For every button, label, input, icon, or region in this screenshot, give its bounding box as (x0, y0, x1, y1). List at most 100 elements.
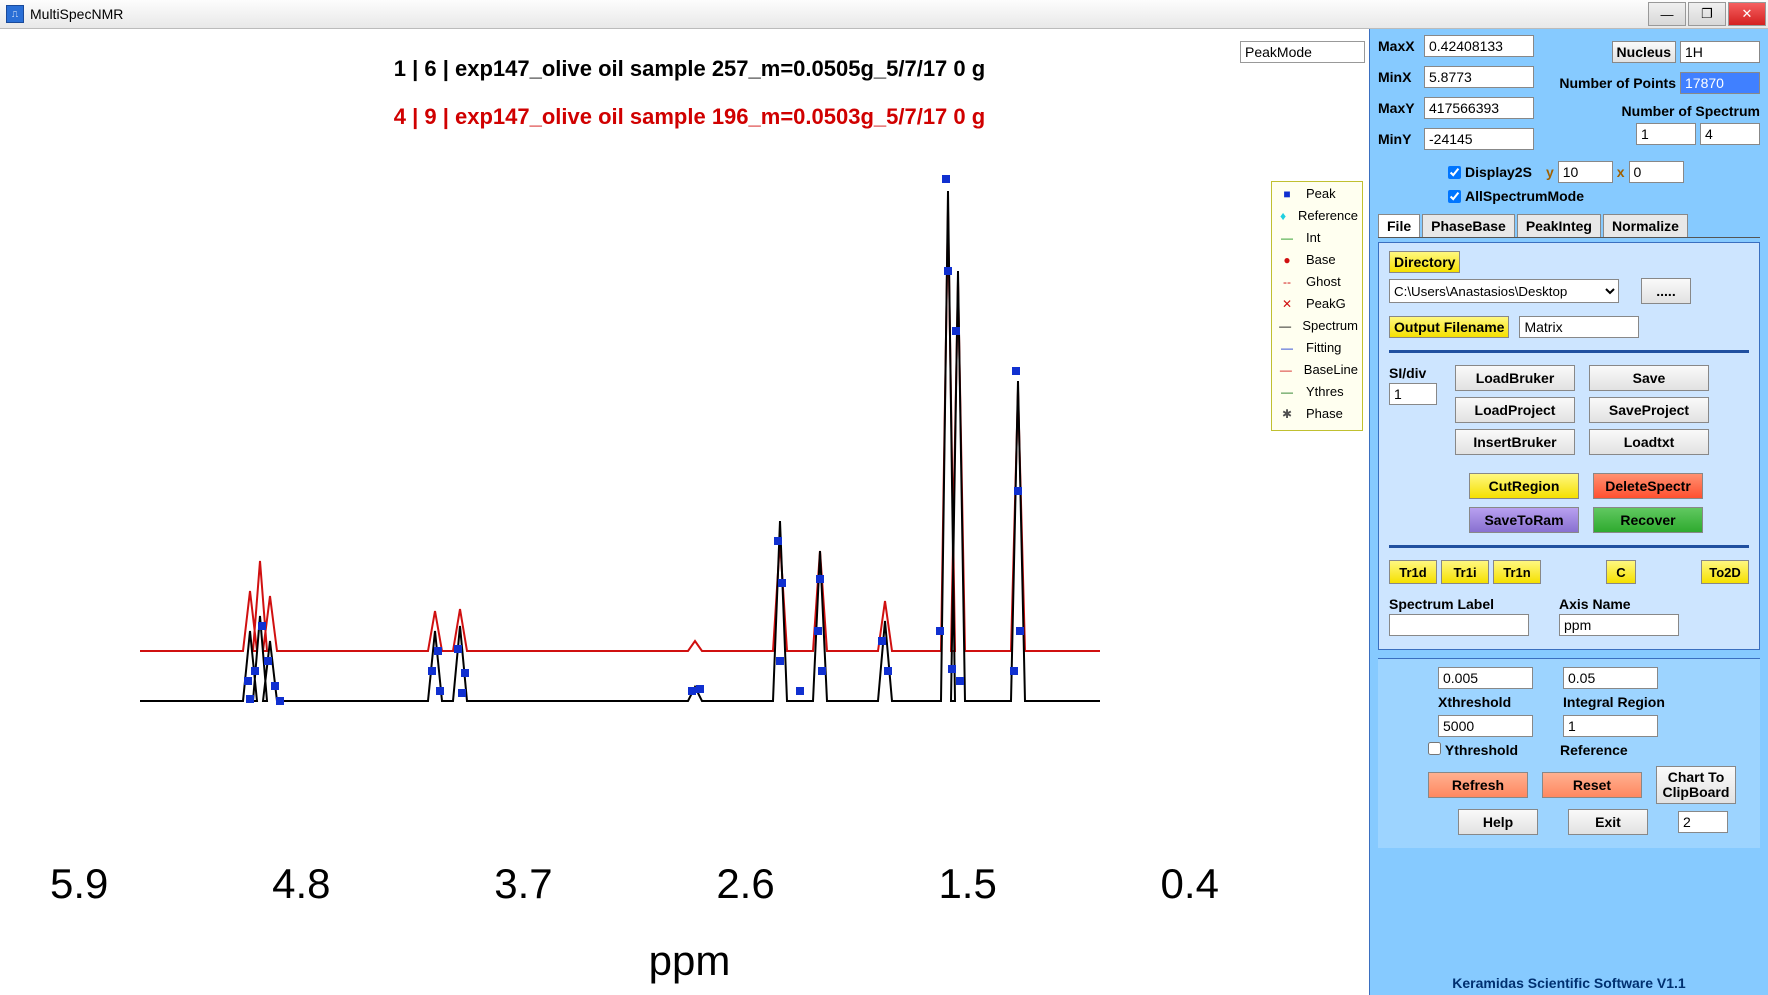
chart-legend: ■Peak♦Reference—Int●Base--Ghost✕PeakG—Sp… (1271, 181, 1363, 431)
recover-button[interactable]: Recover (1593, 507, 1703, 533)
insertbruker-button[interactable]: InsertBruker (1455, 429, 1575, 455)
save-button[interactable]: Save (1589, 365, 1709, 391)
miny-label: MinY (1378, 131, 1420, 147)
control-panel: MaxX MinX MaxY MinY Nucleus Number of Po… (1370, 29, 1768, 995)
legend-item: ■Peak (1276, 185, 1358, 202)
loadtxt-button[interactable]: Loadtxt (1589, 429, 1709, 455)
x-tick: 2.6 (716, 860, 774, 908)
xthresh-label: Xthreshold (1438, 694, 1533, 710)
chart-area[interactable]: 1 | 6 | exp147_olive oil sample 257_m=0.… (0, 29, 1370, 995)
c-button[interactable]: C (1606, 560, 1636, 584)
xthresh2-input[interactable] (1438, 715, 1533, 737)
axisname-label: Axis Name (1559, 596, 1679, 612)
speclabel-label: Spectrum Label (1389, 596, 1529, 612)
display2s-checkbox[interactable] (1448, 166, 1461, 179)
sidiv-input[interactable] (1389, 383, 1437, 405)
xthresh-value-input[interactable] (1438, 667, 1533, 689)
peakmode-field[interactable] (1240, 41, 1365, 63)
x-tick: 5.9 (50, 860, 108, 908)
outfile-input[interactable] (1519, 316, 1639, 338)
bottom-controls: Xthreshold Integral Region Ythreshold Re… (1378, 658, 1760, 848)
tab-normalize[interactable]: Normalize (1603, 214, 1688, 237)
npoints-label: Number of Points (1559, 75, 1676, 91)
speclabel-input[interactable] (1389, 614, 1529, 636)
exit-button[interactable]: Exit (1568, 809, 1648, 835)
legend-item: --Ghost (1276, 273, 1358, 290)
y-input[interactable] (1558, 161, 1613, 183)
x-axis-label: ppm (10, 937, 1369, 985)
legend-item: —BaseLine (1276, 361, 1358, 378)
spectrum-plot[interactable] (100, 71, 1195, 851)
tr1i-button[interactable]: Tr1i (1441, 560, 1489, 584)
allspec-label: AllSpectrumMode (1465, 188, 1584, 204)
legend-item: ●Base (1276, 251, 1358, 268)
maxy-label: MaxY (1378, 100, 1420, 116)
charttoclip-button[interactable]: Chart To ClipBoard (1656, 766, 1736, 804)
directory-label: Directory (1389, 251, 1460, 273)
legend-item: ✱Phase (1276, 405, 1358, 422)
footer-text: Keramidas Scientific Software V1.1 (1370, 975, 1768, 991)
npoints-input[interactable] (1680, 72, 1760, 94)
intreg-label: Integral Region (1563, 694, 1683, 710)
nspec2-input[interactable] (1700, 123, 1760, 145)
miny-input[interactable] (1424, 128, 1534, 150)
legend-item: —Fitting (1276, 339, 1358, 356)
maxx-label: MaxX (1378, 38, 1420, 54)
tab-peakinteg[interactable]: PeakInteg (1517, 214, 1601, 237)
to2d-button[interactable]: To2D (1701, 560, 1749, 584)
titlebar: ⎍ MultiSpecNMR — ❐ ✕ (0, 0, 1768, 29)
cutregion-button[interactable]: CutRegion (1469, 473, 1579, 499)
tr1d-button[interactable]: Tr1d (1389, 560, 1437, 584)
nspec1-input[interactable] (1636, 123, 1696, 145)
axisname-input[interactable] (1559, 614, 1679, 636)
deletespec-button[interactable]: DeleteSpectr (1593, 473, 1703, 499)
x-tick: 1.5 (938, 860, 996, 908)
close-button[interactable]: ✕ (1728, 2, 1766, 26)
minx-label: MinX (1378, 69, 1420, 85)
minimize-button[interactable]: — (1648, 2, 1686, 26)
browse-button[interactable]: ..... (1641, 278, 1691, 304)
tr1n-button[interactable]: Tr1n (1493, 560, 1541, 584)
tab-bar: File PhaseBase PeakInteg Normalize (1378, 214, 1760, 238)
minx-input[interactable] (1424, 66, 1534, 88)
legend-item: —Int (1276, 229, 1358, 246)
loadbruker-button[interactable]: LoadBruker (1455, 365, 1575, 391)
sidiv-label: SI/div (1389, 365, 1437, 381)
nspec-label: Number of Spectrum (1622, 103, 1760, 119)
allspec-checkbox[interactable] (1448, 190, 1461, 203)
x-label: x (1617, 164, 1625, 180)
savetoram-button[interactable]: SaveToRam (1469, 507, 1579, 533)
directory-select[interactable]: C:\Users\Anastasios\Desktop (1389, 279, 1619, 303)
reset-button[interactable]: Reset (1542, 772, 1642, 798)
x-input[interactable] (1629, 161, 1684, 183)
app-icon: ⎍ (6, 5, 24, 23)
ythresh-label: Ythreshold (1445, 742, 1518, 758)
tab-file[interactable]: File (1378, 214, 1420, 237)
tab-phasebase[interactable]: PhaseBase (1422, 214, 1515, 237)
maxx-input[interactable] (1424, 35, 1534, 57)
x-tick: 3.7 (494, 860, 552, 908)
x-tick: 4.8 (272, 860, 330, 908)
legend-item: ♦Reference (1276, 207, 1358, 224)
legend-item: —Ythres (1276, 383, 1358, 400)
x-tick: 0.4 (1161, 860, 1219, 908)
loadproject-button[interactable]: LoadProject (1455, 397, 1575, 423)
refresh-button[interactable]: Refresh (1428, 772, 1528, 798)
window-title: MultiSpecNMR (30, 6, 123, 22)
window-controls: — ❐ ✕ (1648, 2, 1768, 26)
ythresh-checkbox[interactable] (1428, 742, 1441, 755)
legend-item: —Spectrum (1276, 317, 1358, 334)
reference-label: Reference (1560, 742, 1628, 758)
nucleus-input[interactable] (1680, 41, 1760, 63)
outfile-label: Output Filename (1389, 316, 1509, 338)
file-panel: Directory C:\Users\Anastasios\Desktop ..… (1378, 242, 1760, 650)
maxy-input[interactable] (1424, 97, 1534, 119)
intreg2-input[interactable] (1563, 715, 1658, 737)
help-button[interactable]: Help (1458, 809, 1538, 835)
num-input[interactable] (1678, 811, 1728, 833)
intreg-value-input[interactable] (1563, 667, 1658, 689)
nucleus-label: Nucleus (1612, 41, 1676, 63)
maximize-button[interactable]: ❐ (1688, 2, 1726, 26)
saveproject-button[interactable]: SaveProject (1589, 397, 1709, 423)
x-axis-ticks: 5.9 4.8 3.7 2.6 1.5 0.4 (50, 860, 1219, 908)
